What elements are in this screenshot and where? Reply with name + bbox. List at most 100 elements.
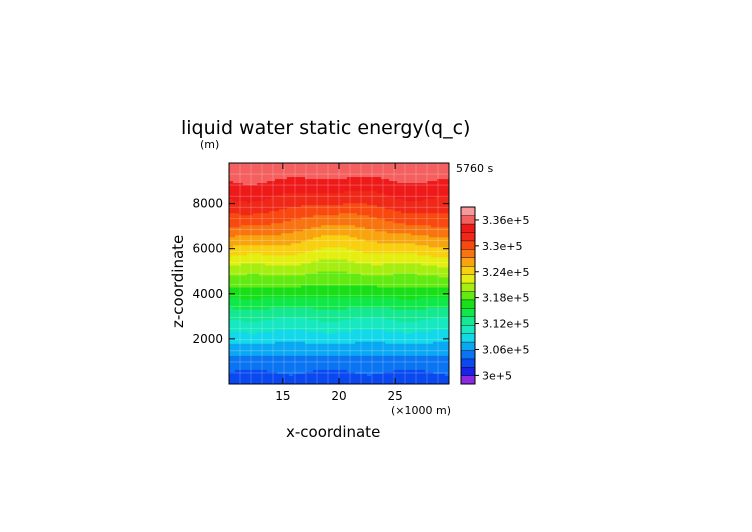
contour-cell (391, 197, 394, 200)
contour-cell (299, 173, 302, 176)
contour-cell (233, 197, 236, 200)
contour-cell (439, 175, 442, 178)
contour-cell (331, 189, 334, 192)
contour-cell (279, 187, 282, 190)
contour-cell (443, 193, 446, 196)
contour-cell (229, 215, 232, 218)
contour-cell (285, 217, 288, 220)
contour-cell (307, 197, 310, 200)
contour-cell (423, 171, 426, 174)
contour-cell (325, 187, 328, 190)
contour-cell (269, 187, 272, 190)
contour-cell (371, 211, 374, 214)
contour-cell (345, 209, 348, 212)
contour-cell (415, 183, 418, 186)
contour-cell (349, 201, 352, 204)
contour-cell (309, 171, 312, 174)
contour-cell (387, 209, 390, 212)
contour-cell (305, 191, 308, 194)
contour-cell (371, 181, 374, 184)
contour-cell (379, 215, 382, 218)
contour-cell (273, 199, 276, 202)
contour-cell (373, 189, 376, 192)
contour-cell (361, 213, 364, 216)
contour-cell (399, 211, 402, 214)
contour-cell (353, 209, 356, 212)
contour-cell (385, 177, 388, 180)
contour-cell (295, 171, 298, 174)
contour-cell (315, 175, 318, 178)
contour-cell (403, 209, 406, 212)
contour-cell (275, 205, 278, 208)
contour-cell (259, 197, 262, 200)
contour-cell (369, 189, 372, 192)
contour-cell (229, 205, 232, 208)
contour-cell (327, 181, 330, 184)
contour-cell (361, 167, 364, 170)
contour-cell (317, 185, 320, 188)
contour-cell (323, 165, 326, 168)
contour-cell (361, 177, 364, 180)
contour-cell (447, 205, 450, 208)
contour-cell (295, 199, 298, 202)
contour-cell (337, 205, 340, 208)
contour-cell (313, 165, 316, 168)
contour-cell (351, 199, 354, 202)
contour-cell (361, 185, 364, 188)
contour-cell (391, 175, 394, 178)
contour-cell (241, 183, 244, 186)
contour-cell (301, 171, 304, 174)
contour-cell (297, 189, 300, 192)
contour-cell (233, 203, 236, 206)
contour-cell (315, 193, 318, 196)
contour-cell (229, 191, 232, 194)
contour-cell (405, 185, 408, 188)
contour-cell (277, 173, 280, 176)
contour-cell (303, 213, 306, 216)
contour-cell (279, 213, 282, 216)
contour-cell (369, 185, 372, 188)
contour-cell (351, 181, 354, 184)
contour-cell (445, 179, 448, 182)
contour-cell (349, 169, 352, 172)
contour-cell (317, 213, 320, 216)
contour-cell (357, 219, 360, 222)
contour-cell (247, 191, 250, 194)
contour-cell (239, 179, 242, 182)
contour-cell (447, 195, 450, 198)
contour-cell (367, 187, 370, 190)
contour-cell (407, 189, 410, 192)
contour-cell (393, 195, 396, 198)
contour-cell (267, 173, 270, 176)
contour-cell (293, 189, 296, 192)
contour-cell (403, 175, 406, 178)
contour-cell (347, 181, 350, 184)
contour-cell (259, 205, 262, 208)
contour-cell (379, 193, 382, 196)
contour-cell (279, 209, 282, 212)
contour-cell (359, 187, 362, 190)
contour-cell (413, 207, 416, 210)
contour-cell (365, 213, 368, 216)
contour-cell (255, 177, 258, 180)
contour-cell (423, 167, 426, 170)
contour-cell (367, 199, 370, 202)
contour-cell (365, 183, 368, 186)
contour-cell (439, 167, 442, 170)
contour-cell (263, 171, 266, 174)
contour-cell (427, 175, 430, 178)
contour-cell (369, 171, 372, 174)
contour-cell (337, 171, 340, 174)
contour-cell (257, 209, 260, 212)
contour-cell (229, 207, 232, 210)
contour-cell (265, 201, 268, 204)
contour-cell (315, 191, 318, 194)
contour-cell (403, 169, 406, 172)
contour-cell (391, 203, 394, 206)
contour-cell (321, 171, 324, 174)
contour-cell (395, 177, 398, 180)
contour-cell (439, 207, 442, 210)
contour-cell (447, 213, 450, 216)
contour-cell (441, 207, 444, 210)
contour-cell (313, 199, 316, 202)
